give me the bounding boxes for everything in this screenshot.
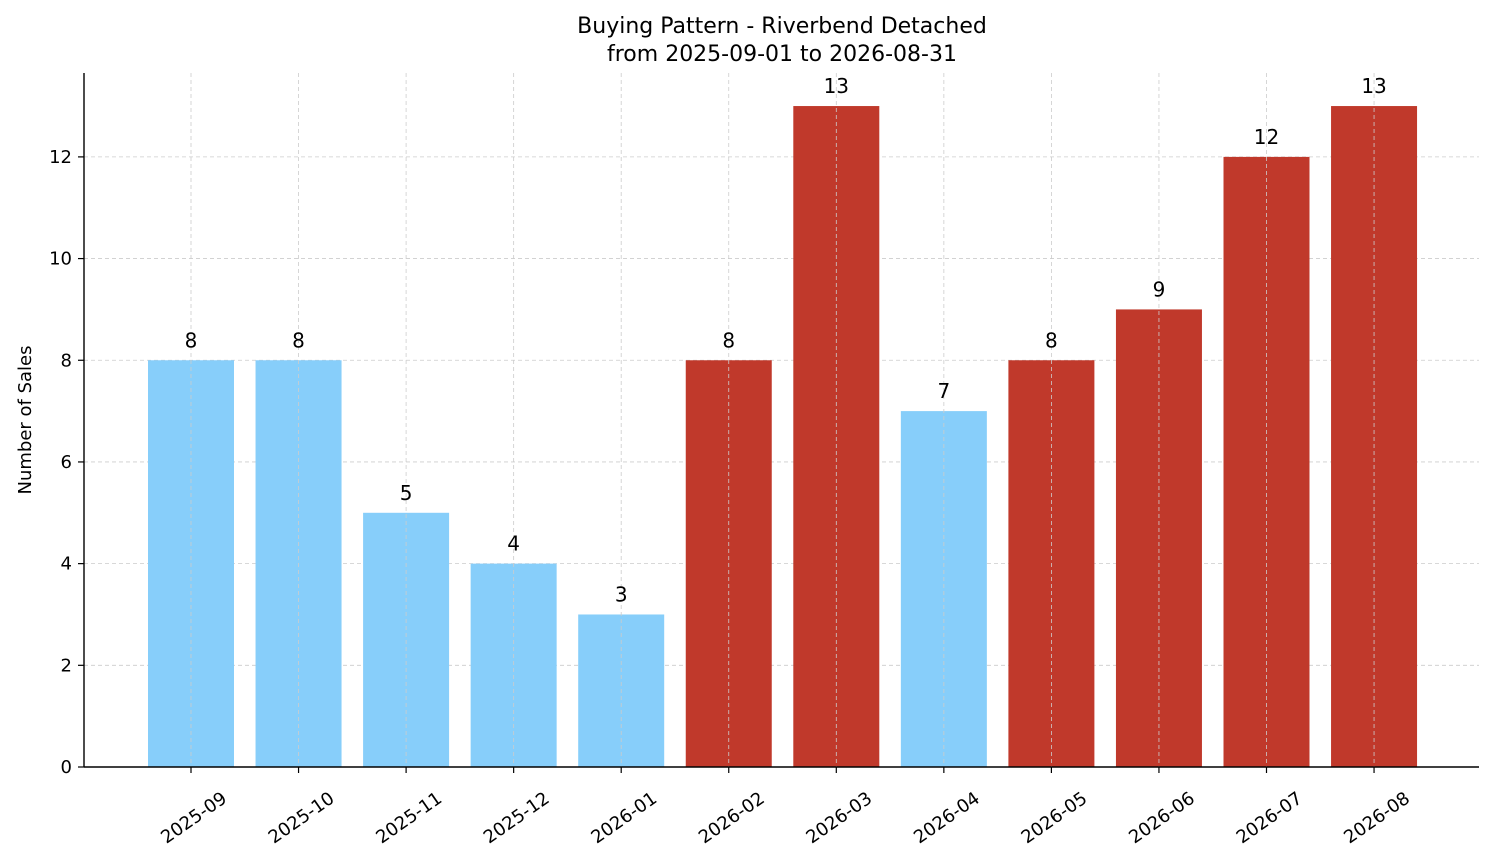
bar-labels-layer: 8 8 5 4 3 8 13 7 8 9 12 13 [185,74,1387,606]
y-tick-label: 8 [61,350,72,371]
bar-value-label: 12 [1254,125,1279,149]
bar-value-label: 7 [937,379,950,403]
bar-value-label: 8 [722,328,735,352]
x-tick-label: 2025-10 [265,788,339,848]
bar-value-label: 5 [400,481,413,505]
chart-title: Buying Pattern - Riverbend Detached [577,14,987,39]
x-tick-label: 2026-02 [695,788,769,848]
x-tick-label: 2025-12 [480,788,554,848]
y-tick-label: 0 [61,757,72,778]
bar-value-label: 3 [615,582,628,606]
bar-value-label: 4 [507,532,520,556]
bar-value-label: 8 [185,328,198,352]
bar-value-label: 8 [292,328,305,352]
x-tick-label: 2026-06 [1125,788,1199,848]
bar-2026-03 [793,106,880,768]
y-tick-label: 4 [61,554,72,575]
x-tick-label: 2026-04 [910,788,984,848]
x-tick-label: 2026-03 [803,788,877,848]
chart-subtitle: from 2025-09-01 to 2026-08-31 [607,42,957,67]
bar-2026-04 [900,411,987,767]
y-axis-label: Number of Sales [15,345,36,494]
bar-value-label: 13 [1361,74,1386,98]
x-tick-label: 2026-08 [1340,788,1414,848]
bar-value-label: 13 [824,74,849,98]
x-tick-label: 2026-07 [1233,788,1307,848]
x-tick-label: 2025-11 [372,788,446,848]
y-tick-label: 12 [49,147,72,168]
x-tick-label: 2025-09 [157,788,231,848]
x-tick-label: 2026-01 [587,788,661,848]
y-tick-label: 6 [61,452,72,473]
bars-layer [148,106,1418,768]
y-tick-label: 2 [61,655,72,676]
bar-value-label: 8 [1045,328,1058,352]
bar-value-label: 9 [1153,277,1166,301]
bar-2026-08 [1331,106,1418,768]
x-tick-label: 2026-05 [1018,788,1092,848]
y-tick-label: 10 [49,249,72,270]
